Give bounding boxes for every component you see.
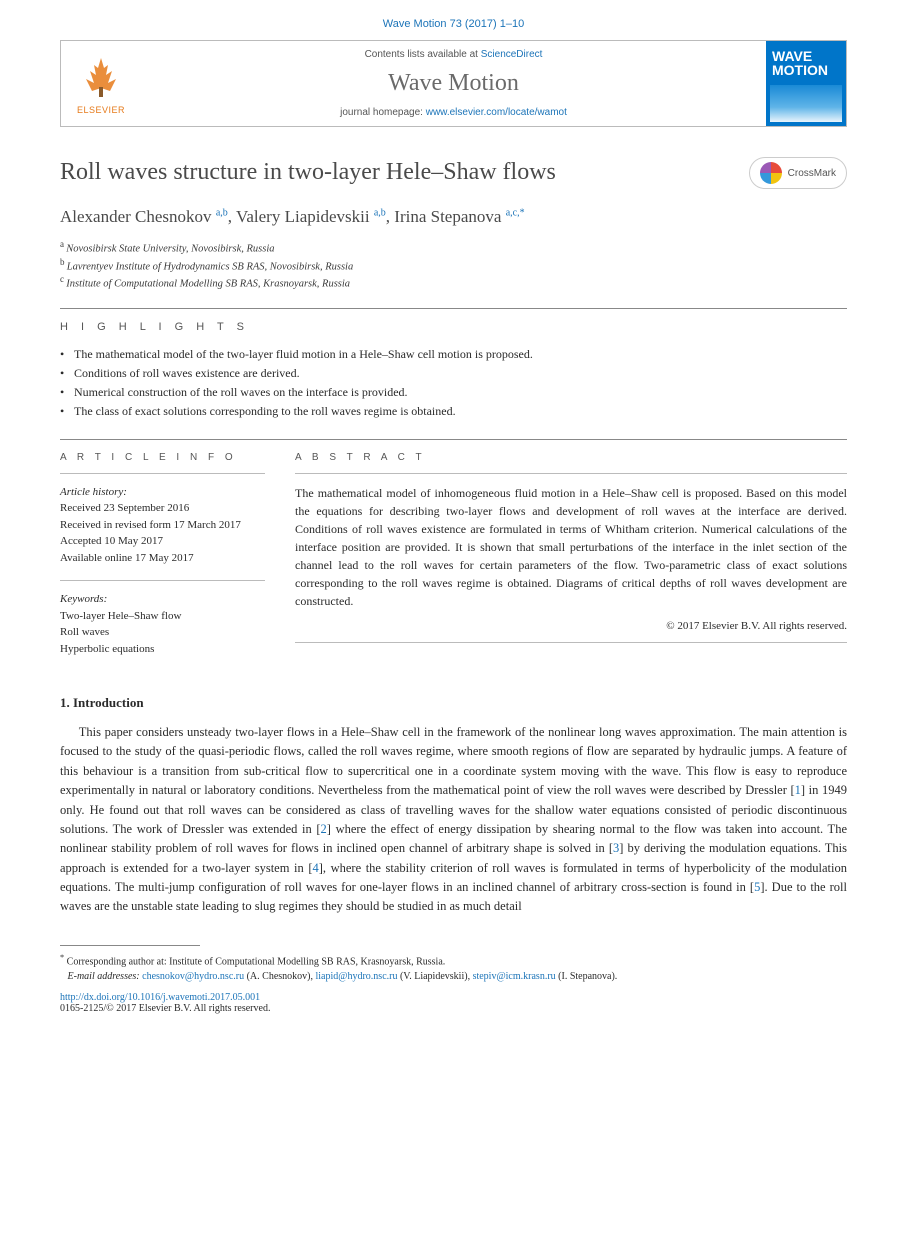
- ref-link[interactable]: 5: [754, 880, 760, 894]
- section-heading-introduction: 1. Introduction: [60, 695, 847, 711]
- history-line: Available online 17 May 2017: [60, 550, 265, 567]
- publisher-name: ELSEVIER: [77, 105, 125, 115]
- highlights-list: The mathematical model of the two-layer …: [60, 345, 847, 421]
- author-affil-sup[interactable]: a,c,*: [506, 207, 525, 218]
- sciencedirect-link[interactable]: ScienceDirect: [481, 49, 543, 60]
- homepage-prefix: journal homepage:: [340, 107, 426, 118]
- history-line: Received in revised form 17 March 2017: [60, 517, 265, 534]
- intro-paragraph: This paper considers unsteady two-layer …: [60, 723, 847, 917]
- title-row: Roll waves structure in two-layer Hele–S…: [60, 157, 847, 189]
- journal-cover: WAVE MOTION: [766, 41, 846, 126]
- history-label: Article history:: [60, 484, 265, 501]
- page: Wave Motion 73 (2017) 1–10 ELSEVIER Cont…: [0, 0, 907, 1054]
- affiliation-list: a Novosibirsk State University, Novosibi…: [60, 239, 847, 290]
- author-affil-sup[interactable]: a,b: [216, 207, 228, 218]
- author: Alexander Chesnokov a,b: [60, 207, 228, 226]
- divider: [60, 308, 847, 309]
- history-line: Accepted 10 May 2017: [60, 533, 265, 550]
- doi-line: http://dx.doi.org/10.1016/j.wavemoti.201…: [60, 992, 847, 1003]
- cover-art: [770, 85, 842, 122]
- keyword: Hyperbolic equations: [60, 641, 265, 658]
- abstract-column: A B S T R A C T The mathematical model o…: [295, 452, 847, 672]
- issn-line: 0165-2125/© 2017 Elsevier B.V. All right…: [60, 1003, 847, 1014]
- affiliation: c Institute of Computational Modelling S…: [60, 274, 847, 290]
- info-abstract-row: A R T I C L E I N F O Article history: R…: [60, 452, 847, 672]
- email-link[interactable]: chesnokov@hydro.nsc.ru: [142, 971, 244, 982]
- article-history: Article history: Received 23 September 2…: [60, 484, 265, 567]
- article-info-head: A R T I C L E I N F O: [60, 452, 265, 463]
- ref-link[interactable]: 4: [312, 861, 318, 875]
- author-affil-sup[interactable]: a,b: [374, 207, 386, 218]
- affil-sup: a: [60, 239, 66, 249]
- article-info-column: A R T I C L E I N F O Article history: R…: [60, 452, 265, 672]
- divider: [295, 473, 847, 474]
- highlights-label: H I G H L I G H T S: [60, 321, 847, 333]
- divider: [60, 580, 265, 581]
- highlight-item: The mathematical model of the two-layer …: [60, 345, 847, 364]
- top-citation: Wave Motion 73 (2017) 1–10: [60, 0, 847, 40]
- corr-star: *: [60, 953, 64, 962]
- elsevier-tree-icon: [76, 53, 126, 103]
- affiliation: b Lavrentyev Institute of Hydrodynamics …: [60, 257, 847, 273]
- ref-link[interactable]: 2: [321, 822, 327, 836]
- affil-sup: b: [60, 257, 67, 267]
- keyword: Two-layer Hele–Shaw flow: [60, 608, 265, 625]
- divider: [60, 473, 265, 474]
- email-link[interactable]: liapid@hydro.nsc.ru: [315, 971, 397, 982]
- abstract-text: The mathematical model of inhomogeneous …: [295, 484, 847, 610]
- keyword: Roll waves: [60, 624, 265, 641]
- author: Irina Stepanova a,c,*: [394, 207, 524, 226]
- corresponding-footnote: * Corresponding author at: Institute of …: [60, 952, 847, 984]
- journal-header: ELSEVIER Contents lists available at Sci…: [60, 40, 847, 127]
- highlight-item: Numerical construction of the roll waves…: [60, 383, 847, 402]
- author-list: Alexander Chesnokov a,b, Valery Liapidev…: [60, 207, 847, 227]
- ref-link[interactable]: 3: [613, 841, 619, 855]
- corr-text: Corresponding author at: Institute of Co…: [67, 956, 446, 967]
- homepage-line: journal homepage: www.elsevier.com/locat…: [141, 107, 766, 118]
- crossmark-badge[interactable]: CrossMark: [749, 157, 847, 189]
- history-lines: Received 23 September 2016Received in re…: [60, 500, 265, 566]
- journal-name: Wave Motion: [141, 70, 766, 97]
- contents-line: Contents lists available at ScienceDirec…: [141, 49, 766, 60]
- affiliation: a Novosibirsk State University, Novosibi…: [60, 239, 847, 255]
- highlight-item: Conditions of roll waves existence are d…: [60, 364, 847, 383]
- abstract-copyright: © 2017 Elsevier B.V. All rights reserved…: [295, 620, 847, 632]
- article-title: Roll waves structure in two-layer Hele–S…: [60, 157, 729, 188]
- keywords-block: Keywords: Two-layer Hele–Shaw flowRoll w…: [60, 591, 265, 657]
- email-link[interactable]: stepiv@icm.krasn.ru: [473, 971, 556, 982]
- author: Valery Liapidevskii a,b: [236, 207, 386, 226]
- doi-link[interactable]: http://dx.doi.org/10.1016/j.wavemoti.201…: [60, 992, 260, 1003]
- footnote-separator: [60, 945, 200, 946]
- keywords-label: Keywords:: [60, 591, 265, 608]
- divider: [295, 642, 847, 643]
- header-center: Contents lists available at ScienceDirec…: [141, 41, 766, 126]
- homepage-link[interactable]: www.elsevier.com/locate/wamot: [426, 107, 567, 118]
- crossmark-label: CrossMark: [788, 168, 836, 179]
- affil-sup: c: [60, 274, 66, 284]
- cover-title: WAVE MOTION: [770, 45, 842, 81]
- abstract-head: A B S T R A C T: [295, 452, 847, 463]
- ref-link[interactable]: 1: [795, 783, 801, 797]
- publisher-logo-box: ELSEVIER: [61, 41, 141, 126]
- highlight-item: The class of exact solutions correspondi…: [60, 402, 847, 421]
- history-line: Received 23 September 2016: [60, 500, 265, 517]
- keywords-lines: Two-layer Hele–Shaw flowRoll wavesHyperb…: [60, 608, 265, 658]
- email-label: E-mail addresses:: [68, 971, 140, 982]
- contents-prefix: Contents lists available at: [365, 49, 481, 60]
- crossmark-icon: [760, 162, 782, 184]
- email-list: chesnokov@hydro.nsc.ru (A. Chesnokov), l…: [142, 971, 617, 982]
- divider: [60, 439, 847, 440]
